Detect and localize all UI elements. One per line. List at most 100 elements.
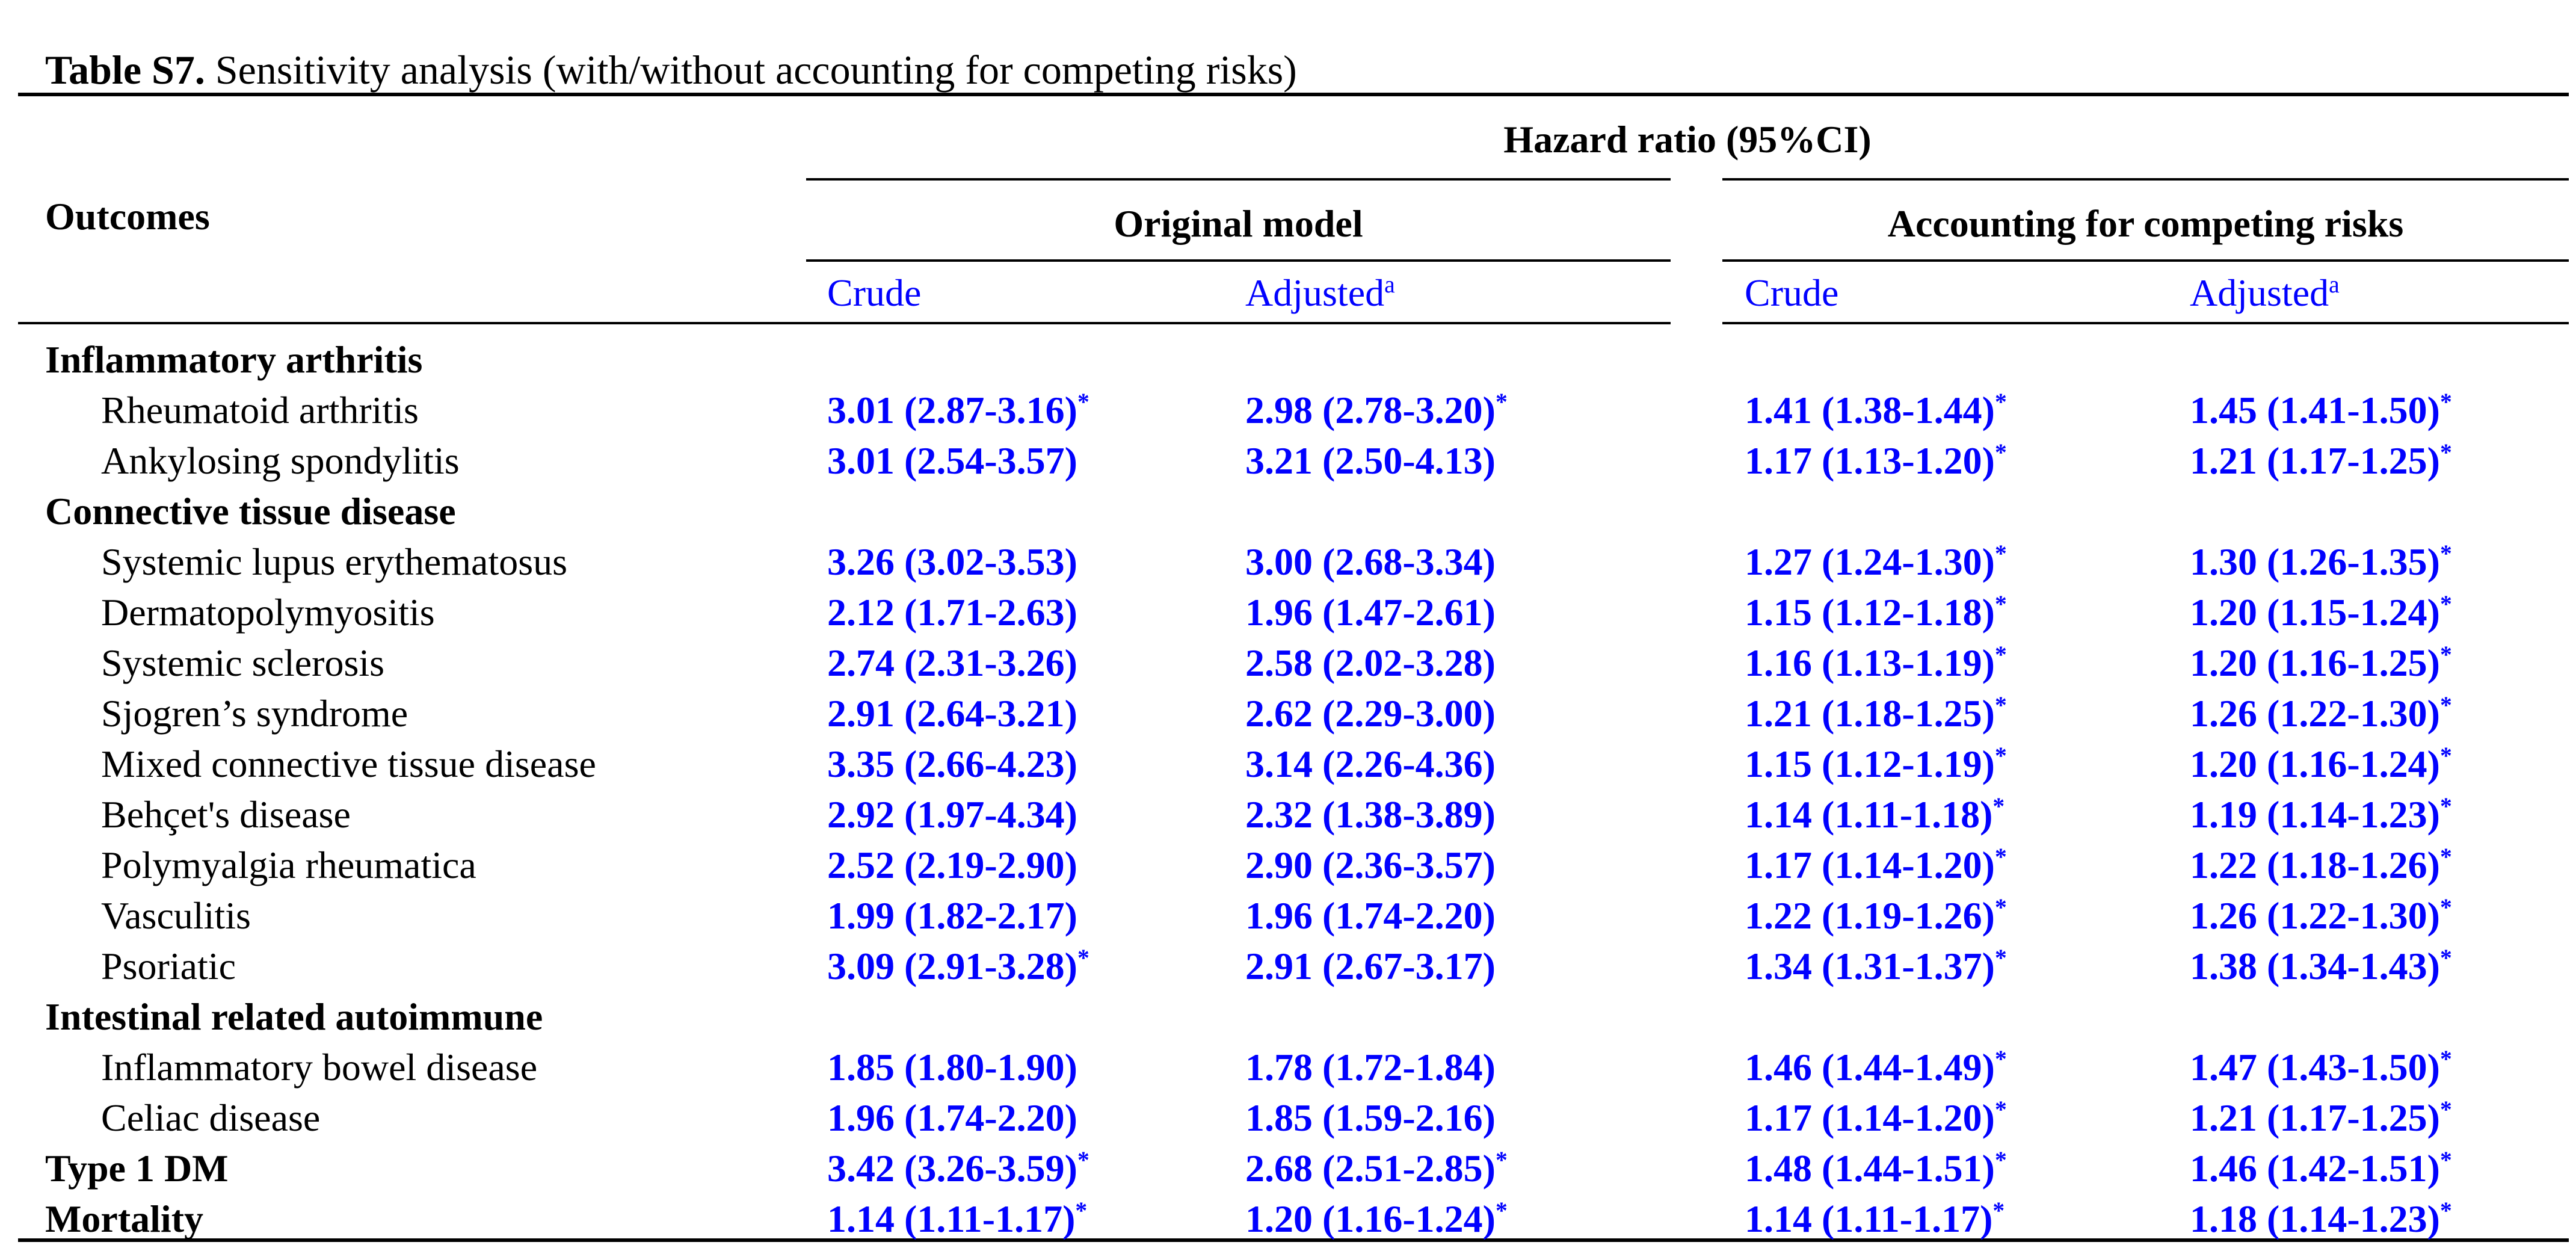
hazard-ratio-cell: 3.35 (2.66-4.23) [827, 743, 1077, 785]
table-row: Systemic lupus erythematosus 3.26 (3.02-3… [0, 537, 2576, 587]
significance-star: * [2439, 439, 2452, 466]
significance-star: * [2439, 1197, 2452, 1225]
adjusted-header-competing: Adjusteda [2190, 271, 2340, 314]
hazard-ratio-cell: 2.91 (2.64-3.21) [827, 692, 1077, 735]
hazard-ratio-cell: 2.12 (1.71-2.63) [827, 591, 1077, 634]
table-row: Sjogren’s syndrome 2.91 (2.64-3.21) 2.62 (… [0, 688, 2576, 739]
hazard-ratio-cell: 1.20 (1.16-1.24)* [2190, 743, 2452, 785]
outcome-item-label: Mixed connective tissue disease [101, 743, 596, 785]
significance-star: * [2439, 1046, 2452, 1073]
significance-star: * [1495, 1197, 1508, 1225]
significance-star: * [1992, 793, 2005, 820]
hazard-ratio-cell: 1.78 (1.72-1.84) [1245, 1046, 1496, 1089]
hazard-ratio-cell: 1.22 (1.19-1.26)* [1745, 894, 2007, 937]
table-caption: Sensitivity analysis (with/without accou… [205, 47, 1297, 93]
significance-star: * [2439, 844, 2452, 871]
hazard-ratio-cell: 1.21 (1.18-1.25)* [1745, 692, 2007, 735]
hazard-ratio-cell: 1.14 (1.11-1.17)* [827, 1197, 1088, 1240]
significance-star: * [2439, 1096, 2452, 1123]
significance-star: * [2439, 743, 2452, 770]
significance-star: * [1994, 692, 2007, 719]
original-model-group-header: Original model [1114, 202, 1363, 245]
adjusted-header-text: Adjusted [2190, 271, 2329, 314]
hazard-ratio-cell: 3.42 (3.26-3.59)* [827, 1147, 1089, 1190]
hazard-ratio-cell: 1.17 (1.14-1.20)* [1745, 844, 2007, 886]
significance-star: * [1495, 1147, 1508, 1174]
hazard-ratio-span-header: Hazard ratio (95%CI) [1503, 118, 1872, 161]
table-row: Polymyalgia rheumatica 2.52 (2.19-2.90) 2.… [0, 840, 2576, 891]
hazard-ratio-cell: 1.16 (1.13-1.19)* [1745, 641, 2007, 684]
significance-star: * [1994, 1096, 2007, 1123]
hazard-ratio-cell: 1.48 (1.44-1.51)* [1745, 1147, 2007, 1190]
hazard-ratio-cell: 1.45 (1.41-1.50)* [2190, 389, 2452, 431]
hazard-ratio-cell: 1.20 (1.15-1.24)* [2190, 591, 2452, 634]
table-row: Rheumatoid arthritis 3.01 (2.87-3.16)* 2.9… [0, 385, 2576, 436]
hazard-ratio-cell: 1.46 (1.44-1.49)* [1745, 1046, 2007, 1089]
outcome-item-label: Dermatopolymyositis [101, 591, 435, 634]
outcome-item-label: Ankylosing spondylitis [101, 439, 460, 482]
rule-table-bottom [18, 1238, 2569, 1242]
hazard-ratio-cell: 2.74 (2.31-3.26) [827, 641, 1077, 684]
hazard-ratio-cell: 2.90 (2.36-3.57) [1245, 844, 1496, 886]
hazard-ratio-cell: 1.15 (1.12-1.19)* [1745, 743, 2007, 785]
hazard-ratio-cell: 3.01 (2.54-3.57) [827, 439, 1077, 482]
significance-star: * [2439, 389, 2452, 416]
outcomes-column-header: Outcomes [45, 195, 210, 238]
hazard-ratio-cell: 1.21 (1.17-1.25)* [2190, 1096, 2452, 1139]
crude-header-competing: Crude [1745, 271, 1839, 314]
hazard-ratio-cell: 1.20 (1.16-1.24)* [1245, 1197, 1508, 1240]
hazard-ratio-cell: 1.85 (1.80-1.90) [827, 1046, 1077, 1089]
table-body: Inflammatory arthritis Rheumatoid arthrit… [0, 335, 2576, 1244]
significance-star: * [2439, 793, 2452, 820]
significance-star: * [1077, 1147, 1089, 1174]
significance-star: * [1992, 1197, 2005, 1225]
hazard-ratio-cell: 1.18 (1.14-1.23)* [2190, 1197, 2452, 1240]
significance-star: * [1994, 591, 2007, 618]
rule-under-group1 [806, 259, 1671, 262]
hazard-ratio-cell: 1.34 (1.31-1.37)* [1745, 945, 2007, 987]
table-row: Dermatopolymyositis 2.12 (1.71-2.63) 1.96 … [0, 587, 2576, 638]
crude-header-original: Crude [827, 271, 922, 314]
hazard-ratio-cell: 1.85 (1.59-2.16) [1245, 1096, 1496, 1139]
hazard-ratio-cell: 2.32 (1.38-3.89) [1245, 793, 1496, 836]
hazard-ratio-cell: 2.62 (2.29-3.00) [1245, 692, 1496, 735]
outcome-item-label: Systemic sclerosis [101, 641, 385, 684]
competing-risks-group-header: Accounting for competing risks [1887, 202, 2404, 245]
significance-star: * [2439, 945, 2452, 972]
adjusted-footnote-marker: a [2329, 271, 2340, 298]
significance-star: * [2439, 692, 2452, 719]
significance-star: * [1994, 844, 2007, 871]
hazard-ratio-cell: 1.38 (1.34-1.43)* [2190, 945, 2452, 987]
adjusted-footnote-marker: a [1384, 271, 1395, 298]
hazard-ratio-cell: 2.58 (2.02-3.28) [1245, 641, 1496, 684]
hazard-ratio-cell: 1.26 (1.22-1.30)* [2190, 894, 2452, 937]
significance-star: * [1994, 1147, 2007, 1174]
rule-under-title [18, 93, 2569, 96]
table-row: Inflammatory bowel disease 1.85 (1.80-1.9… [0, 1042, 2576, 1093]
significance-star: * [1994, 540, 2007, 567]
outcome-category-label: Intestinal related autoimmune [45, 995, 543, 1038]
hazard-ratio-cell: 1.30 (1.26-1.35)* [2190, 540, 2452, 583]
hazard-ratio-cell: 1.17 (1.14-1.20)* [1745, 1096, 2007, 1139]
table-row: Psoriatic 3.09 (2.91-3.28)* 2.91 (2.67-3.1… [0, 941, 2576, 992]
significance-star: * [2439, 591, 2452, 618]
significance-star: * [2439, 894, 2452, 921]
hazard-ratio-cell: 1.47 (1.43-1.50)* [2190, 1046, 2452, 1089]
rule-under-group2 [1722, 259, 2569, 262]
outcome-item-label: Inflammatory bowel disease [101, 1046, 538, 1089]
table-row: Systemic sclerosis 2.74 (2.31-3.26) 2.58 (… [0, 638, 2576, 688]
outcome-item-label: Systemic lupus erythematosus [101, 540, 568, 583]
outcome-category-label: Inflammatory arthritis [45, 338, 423, 381]
outcome-category-label: Connective tissue disease [45, 490, 456, 533]
significance-star: * [2439, 540, 2452, 567]
hazard-ratio-cell: 2.92 (1.97-4.34) [827, 793, 1077, 836]
hazard-ratio-cell: 1.26 (1.22-1.30)* [2190, 692, 2452, 735]
table-row: Type 1 DM 3.42 (3.26-3.59)* 2.68 (2.51-2.8… [0, 1143, 2576, 1194]
outcome-item-label: Behçet's disease [101, 793, 351, 836]
hazard-ratio-cell: 1.21 (1.17-1.25)* [2190, 439, 2452, 482]
hazard-ratio-cell: 1.96 (1.47-2.61) [1245, 591, 1496, 634]
significance-star: * [1994, 945, 2007, 972]
hazard-ratio-cell: 3.00 (2.68-3.34) [1245, 540, 1496, 583]
hazard-ratio-cell: 1.14 (1.11-1.17)* [1745, 1197, 2005, 1240]
